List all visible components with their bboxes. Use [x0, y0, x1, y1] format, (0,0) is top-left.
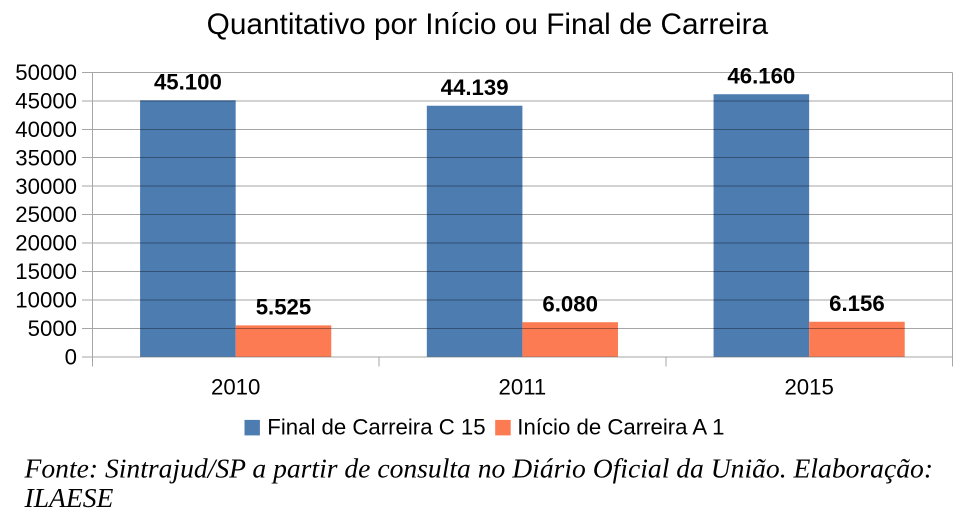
- svg-text:Quantitativo por Início ou Fin: Quantitativo por Início ou Final de Carr…: [207, 8, 769, 41]
- svg-text:2015: 2015: [784, 374, 833, 399]
- svg-text:5.525: 5.525: [256, 295, 312, 320]
- svg-text:0: 0: [65, 344, 77, 369]
- svg-text:Final de Carreira C 15: Final de Carreira C 15: [267, 414, 485, 439]
- svg-text:45.100: 45.100: [154, 70, 222, 95]
- svg-text:30000: 30000: [15, 174, 77, 199]
- svg-text:Fonte: Sintrajud/SP a partir d: Fonte: Sintrajud/SP a partir de consulta…: [24, 453, 934, 484]
- svg-text:2010: 2010: [211, 374, 260, 399]
- svg-text:35000: 35000: [15, 145, 77, 170]
- svg-text:10000: 10000: [15, 288, 77, 313]
- svg-text:25000: 25000: [15, 202, 77, 227]
- svg-text:Início de Carreira A 1: Início de Carreira A 1: [517, 414, 724, 439]
- svg-text:15000: 15000: [15, 259, 77, 284]
- svg-text:ILAESE: ILAESE: [24, 482, 114, 513]
- svg-text:5000: 5000: [28, 316, 77, 341]
- svg-text:45000: 45000: [15, 88, 77, 113]
- svg-text:6.080: 6.080: [542, 291, 598, 316]
- svg-text:6.156: 6.156: [829, 291, 885, 316]
- svg-text:20000: 20000: [15, 231, 77, 256]
- svg-text:40000: 40000: [15, 117, 77, 142]
- svg-text:50000: 50000: [15, 60, 77, 85]
- svg-text:44.139: 44.139: [441, 75, 509, 100]
- svg-text:46.160: 46.160: [727, 63, 795, 88]
- svg-text:2011: 2011: [499, 374, 547, 399]
